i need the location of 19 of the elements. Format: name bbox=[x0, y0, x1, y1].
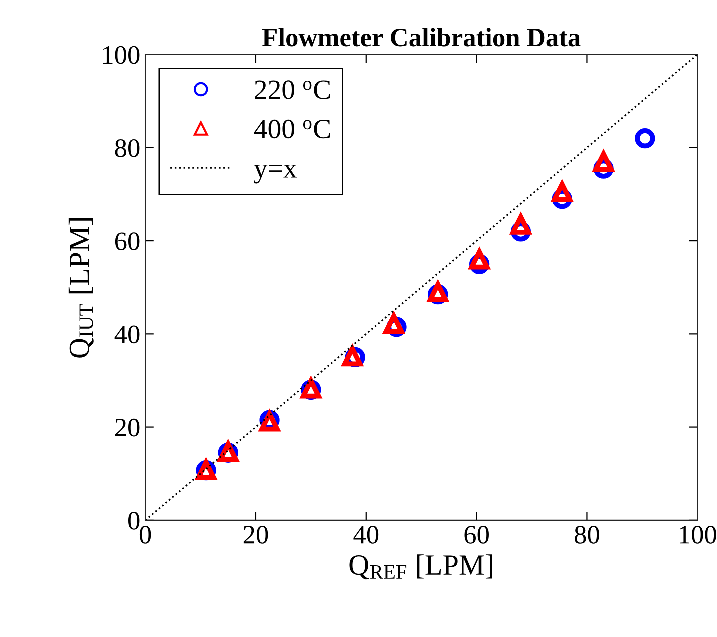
y-tick-label: 80 bbox=[115, 140, 140, 158]
x-tick-label: 40 bbox=[354, 526, 379, 544]
y-axis-title: Q$_{IUT}$ [LPM] bbox=[68, 218, 94, 358]
y-tick-label: 0 bbox=[128, 512, 140, 530]
legend-label: 400 $^{o}$C bbox=[254, 120, 330, 139]
y-tick-label: 40 bbox=[114, 326, 140, 344]
x-tick-label: 100 bbox=[680, 526, 716, 544]
y-tick-label: 100 bbox=[103, 46, 140, 64]
point bbox=[635, 128, 656, 149]
x-tick-label: 60 bbox=[464, 526, 489, 544]
x-tick-label: 0 bbox=[140, 526, 152, 544]
legend-label: y=x bbox=[254, 164, 297, 184]
x-axis-title: Q$_{REF}$ [LPM] bbox=[350, 554, 492, 580]
y-tick-label: 20 bbox=[115, 418, 140, 437]
x-tick-label: 80 bbox=[575, 526, 600, 544]
x-tick-label: 20 bbox=[244, 526, 268, 544]
legend-label: 220 $^{o}$C bbox=[255, 80, 330, 100]
y-tick-label: 60 bbox=[115, 232, 140, 250]
chart-title: Flowmeter Calibration Data bbox=[262, 28, 581, 47]
